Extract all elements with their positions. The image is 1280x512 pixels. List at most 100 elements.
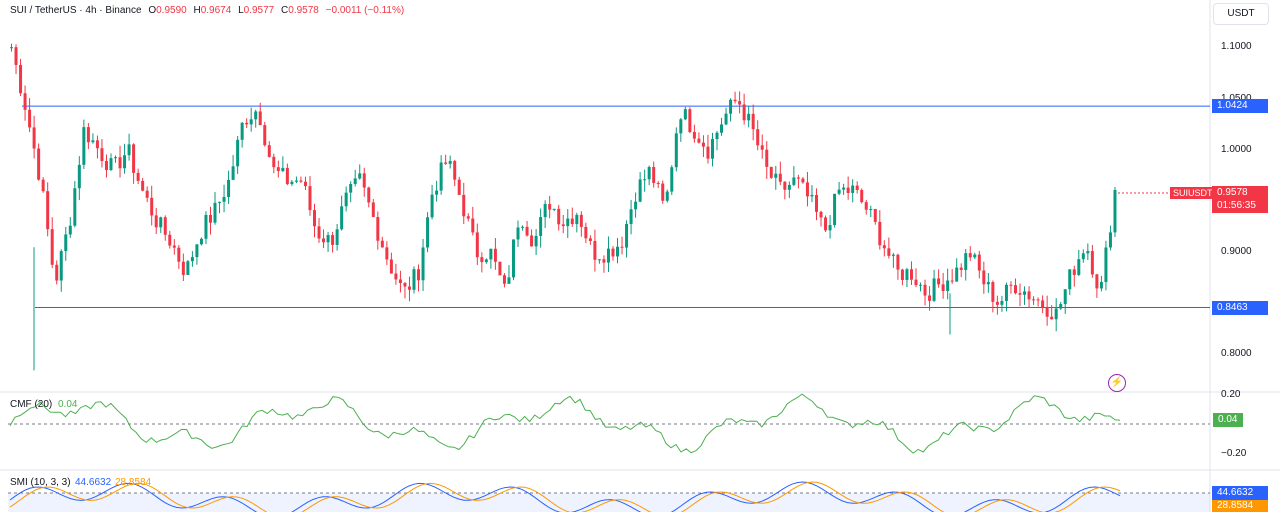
- candle: [923, 284, 927, 296]
- candle: [19, 64, 23, 94]
- candle: [502, 275, 506, 284]
- candle: [82, 127, 86, 165]
- candle: [697, 138, 701, 143]
- candle: [846, 187, 850, 193]
- candle: [765, 149, 769, 167]
- last-price-symbol-tag: SUIUSDT: [1170, 187, 1216, 199]
- price-tick: 1.0000: [1221, 144, 1252, 155]
- price-tick: 1.1000: [1221, 41, 1252, 52]
- candle: [55, 264, 59, 281]
- candle: [932, 278, 936, 301]
- candle: [471, 218, 475, 233]
- candle: [28, 109, 32, 128]
- countdown-tag: 01:56:35: [1212, 199, 1268, 213]
- candle: [258, 111, 262, 126]
- candle: [335, 229, 339, 245]
- candle: [588, 238, 592, 241]
- candle: [977, 254, 981, 271]
- candle: [37, 148, 41, 180]
- candle: [579, 214, 583, 227]
- candle: [561, 224, 565, 227]
- smi-value-2: 28.8584: [115, 477, 152, 488]
- level-tag-lower[interactable]: 0.8463: [1212, 301, 1268, 315]
- candle: [814, 194, 818, 212]
- candle: [398, 279, 402, 284]
- candle: [358, 173, 362, 179]
- candle: [313, 210, 317, 227]
- candle: [462, 194, 466, 217]
- candle: [634, 201, 638, 210]
- candle: [322, 238, 326, 243]
- candle: [1050, 316, 1054, 320]
- candle: [150, 197, 154, 216]
- cmf-badge: 0.04: [1213, 413, 1243, 427]
- candle: [444, 162, 448, 164]
- close-value: 0.9578: [288, 5, 319, 16]
- candle: [389, 259, 393, 274]
- candle: [656, 182, 660, 184]
- last-price-tag: 0.9578: [1212, 186, 1268, 200]
- candle: [665, 191, 669, 201]
- candle: [851, 185, 855, 193]
- candle: [679, 119, 683, 134]
- candle: [860, 189, 864, 203]
- candle: [837, 189, 841, 194]
- candle: [199, 238, 203, 245]
- candle: [453, 161, 457, 180]
- candle: [552, 208, 556, 210]
- candle: [1054, 308, 1058, 320]
- candle: [1086, 251, 1090, 254]
- high-value: 0.9674: [200, 5, 232, 16]
- candle: [222, 196, 226, 202]
- smi-badge-1: 44.6632: [1212, 486, 1268, 500]
- candle: [606, 248, 610, 263]
- candle: [692, 131, 696, 139]
- candle: [236, 139, 240, 167]
- candle: [724, 113, 728, 125]
- candle: [435, 190, 439, 195]
- candle: [23, 93, 27, 110]
- candle: [276, 167, 280, 172]
- candle: [1072, 269, 1076, 275]
- candle: [995, 301, 999, 305]
- candle: [661, 183, 665, 201]
- candle: [937, 278, 941, 285]
- candle: [498, 261, 502, 276]
- candle: [887, 248, 891, 256]
- candle: [168, 234, 172, 246]
- candle: [548, 204, 552, 210]
- smi-line-2: [9, 481, 1121, 512]
- candle: [570, 218, 574, 225]
- candle: [132, 144, 136, 173]
- candle: [909, 269, 913, 280]
- candle: [281, 167, 285, 172]
- candle: [100, 148, 104, 162]
- candle: [769, 166, 773, 178]
- price-tick: 1.0500: [1221, 93, 1252, 104]
- cmf-title[interactable]: CMF (20): [10, 399, 53, 410]
- candle: [181, 261, 185, 275]
- open-label: O: [148, 5, 157, 16]
- candle: [1004, 284, 1008, 301]
- candle: [625, 224, 629, 248]
- level-tag-upper[interactable]: 1.0424: [1212, 99, 1268, 113]
- candle: [299, 180, 303, 182]
- currency-button[interactable]: USDT: [1213, 3, 1269, 25]
- symbol-title[interactable]: SUI / TetherUS · 4h · Binance: [10, 5, 142, 16]
- candle: [896, 254, 900, 270]
- candle: [751, 113, 755, 130]
- candle: [729, 99, 733, 114]
- candle: [73, 188, 77, 226]
- candle: [118, 157, 122, 169]
- candle: [1009, 284, 1013, 286]
- candle: [710, 139, 714, 159]
- smi-title[interactable]: SMI (10, 3, 3): [10, 477, 71, 488]
- candle: [792, 177, 796, 185]
- candle: [842, 187, 846, 190]
- candle: [50, 229, 54, 265]
- candle: [1013, 285, 1017, 294]
- candle: [720, 124, 724, 133]
- lightning-icon[interactable]: ⚡: [1108, 374, 1126, 392]
- candle: [747, 113, 751, 121]
